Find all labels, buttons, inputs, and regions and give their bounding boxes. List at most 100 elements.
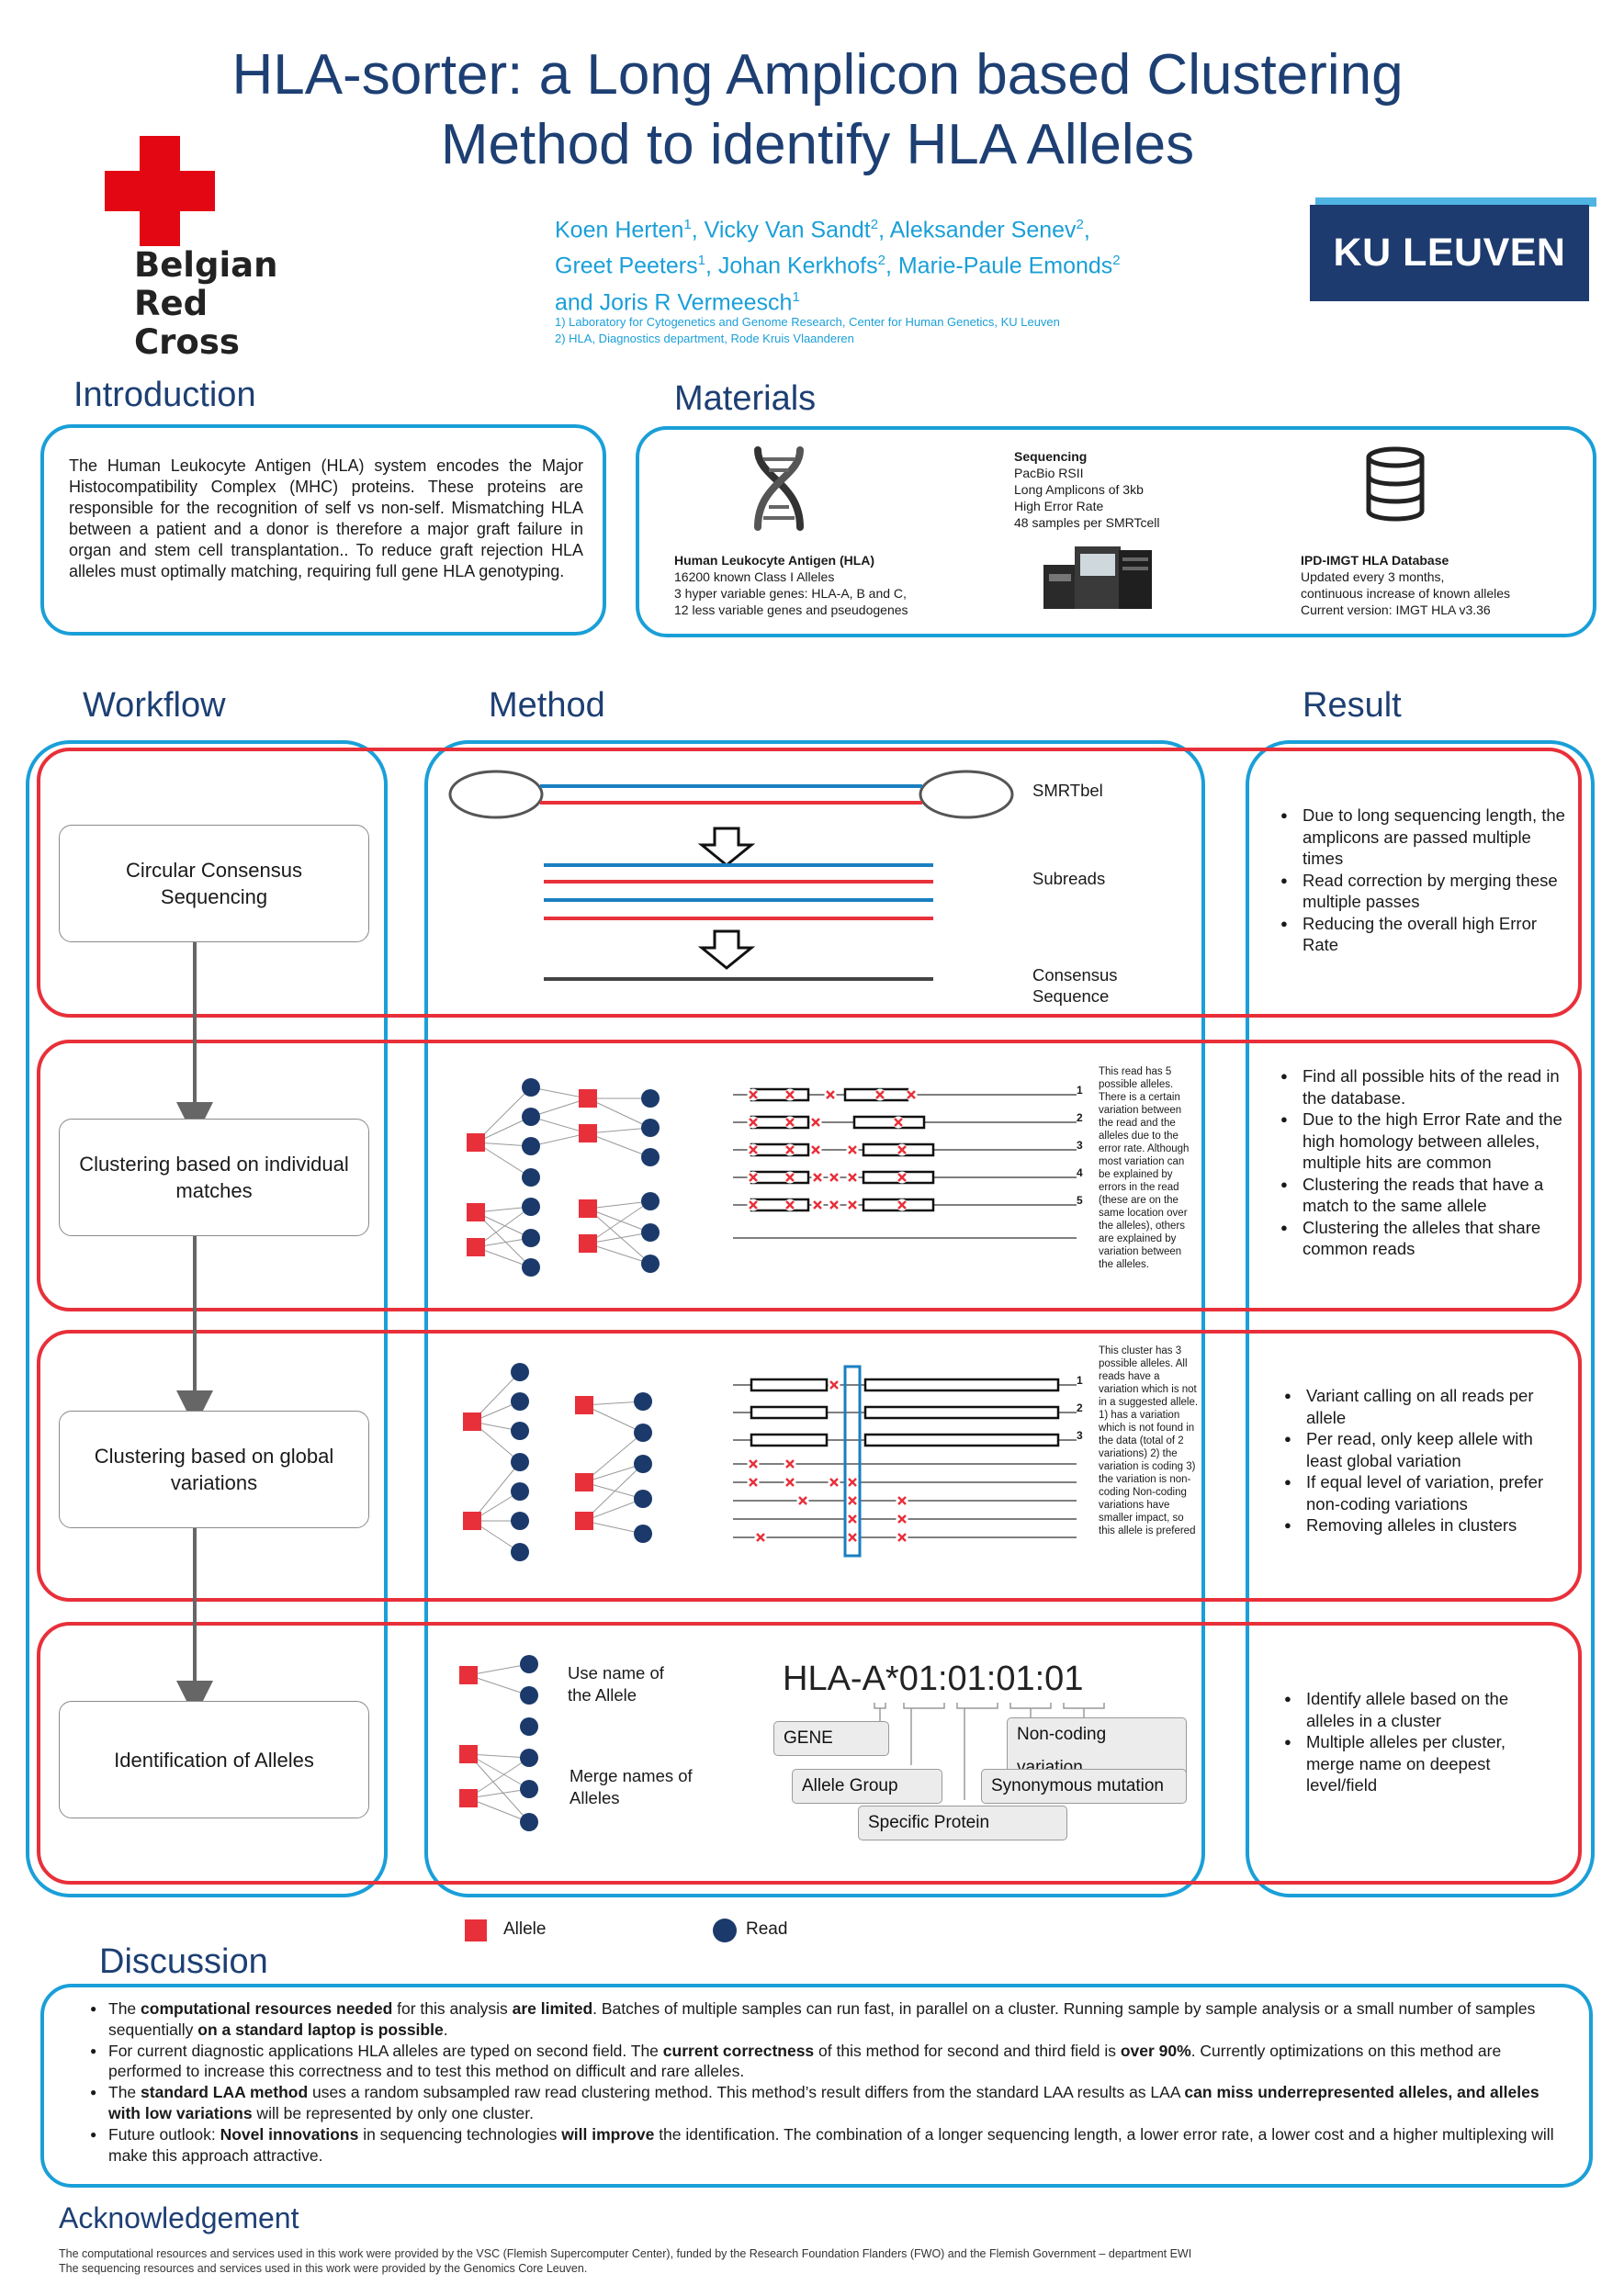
allele-node — [575, 1512, 593, 1530]
author-affiliation-mark: 2 — [877, 253, 885, 269]
discussion-item: The standard LAA method uses a random su… — [88, 2082, 1558, 2124]
down-arrow-icon — [697, 929, 756, 970]
legend-read-label: Read — [746, 1919, 788, 1939]
read-node — [520, 1655, 538, 1673]
discussion-heading: Discussion — [99, 1942, 268, 1981]
part-allele-group: Allele Group — [792, 1769, 942, 1804]
result-identification: Identify allele based on the alleles in … — [1282, 1688, 1558, 1796]
mismatch-x-icon — [747, 1458, 760, 1470]
read-node — [522, 1229, 540, 1247]
read-node — [511, 1453, 529, 1471]
allele-node — [575, 1473, 593, 1491]
read-node — [641, 1119, 660, 1137]
mismatch-x-icon — [747, 1476, 760, 1489]
discussion-item: The computational resources needed for t… — [88, 1998, 1558, 2041]
legend-allele-label: Allele — [503, 1919, 547, 1939]
mismatch-x-icon — [784, 1088, 796, 1101]
allele-node — [463, 1412, 481, 1431]
materials-box: Human Leukocyte Antigen (HLA) 16200 know… — [636, 426, 1596, 637]
mismatch-x-icon — [846, 1513, 859, 1525]
row-identification — [37, 1622, 1582, 1885]
note-individual: This read has 5 possible alleles. There … — [1099, 1066, 1190, 1270]
workflow-arrows — [176, 940, 213, 1717]
author-name: Marie-Paule Emonds — [897, 253, 1113, 279]
author-name: Greet Peeters — [555, 253, 698, 279]
method-column — [424, 740, 1205, 1897]
read-node — [641, 1255, 660, 1273]
author-affiliation-mark: 2 — [870, 217, 879, 232]
mismatch-x-icon — [905, 1088, 918, 1101]
mismatch-x-icon — [896, 1531, 908, 1544]
poster-title: HLA-sorter: a Long Amplicon based Cluste… — [110, 40, 1525, 180]
materials-heading: Materials — [674, 379, 817, 418]
allele-node — [575, 1396, 593, 1414]
database-info: IPD-IMGT HLA Database Updated every 3 mo… — [1301, 553, 1511, 617]
mismatch-x-icon — [796, 1494, 809, 1507]
mismatch-x-icon — [874, 1088, 886, 1101]
allele-node — [459, 1789, 478, 1807]
result-item: Clustering the reads that have a match t… — [1279, 1174, 1573, 1217]
author-name: Johan Kerkhofs — [717, 253, 878, 279]
result-ccs: Due to long sequencing length, the ampli… — [1279, 805, 1573, 956]
author-affiliation-mark: 1 — [683, 217, 692, 232]
read-node — [520, 1686, 538, 1705]
allele-node — [467, 1238, 485, 1256]
mismatch-x-icon — [809, 1116, 822, 1129]
label-use-name: Use name of the Allele — [568, 1663, 664, 1705]
allele-node — [579, 1124, 597, 1142]
label-merge-names: Merge names of Alleles — [570, 1766, 693, 1807]
result-item: Removing alleles in clusters — [1282, 1514, 1573, 1536]
mismatch-x-icon — [896, 1171, 908, 1184]
mismatch-x-icon — [828, 1171, 840, 1184]
introduction-text: The Human Leukocyte Antigen (HLA) system… — [69, 456, 583, 580]
result-item: Clustering the alleles that share common… — [1279, 1217, 1573, 1260]
mismatch-x-icon — [846, 1494, 859, 1507]
mismatch-x-icon — [811, 1199, 824, 1211]
result-item: Reducing the overall high Error Rate — [1279, 913, 1573, 956]
author-name: Vicky Van Sandt — [704, 217, 871, 243]
title-line-2: Method to identify HLA Alleles — [440, 113, 1195, 176]
read-node — [511, 1543, 529, 1561]
title-line-1: HLA-sorter: a Long Amplicon based Cluste… — [231, 43, 1404, 107]
mismatch-x-icon — [747, 1116, 760, 1129]
read-node — [522, 1168, 540, 1187]
bipartite-graph-identification — [459, 1655, 538, 1831]
mismatch-x-icon — [846, 1531, 859, 1544]
belgian-red-cross-logo: Belgian Red Cross — [46, 129, 321, 362]
result-individual: Find all possible hits of the read in th… — [1279, 1065, 1573, 1260]
result-item: Multiple alleles per cluster, merge name… — [1282, 1731, 1558, 1796]
author-name: Koen Herten — [555, 217, 684, 243]
row-ccs — [37, 748, 1582, 1018]
read-node — [641, 1089, 660, 1108]
ccs-diagram — [448, 770, 1014, 981]
part-gene: GENE — [773, 1721, 889, 1756]
allele-node — [459, 1745, 478, 1763]
read-node — [522, 1078, 540, 1097]
author-name: Aleksander Senev — [889, 217, 1077, 243]
mismatch-x-icon — [846, 1476, 859, 1489]
dna-icon — [754, 446, 804, 531]
mismatch-x-icon — [747, 1199, 760, 1211]
label-subreads: Subreads — [1032, 869, 1106, 888]
mismatch-x-icon — [747, 1088, 760, 1101]
author-affiliation-mark: 1 — [792, 288, 800, 305]
workflow-column — [26, 740, 388, 1897]
author-list: Koen Herten1, Vicky Van Sandt2, Aleksand… — [555, 217, 1121, 315]
mismatch-x-icon — [896, 1199, 908, 1211]
mismatch-x-icon — [828, 1379, 840, 1391]
workflow-step-global: Clustering based on global variations — [59, 1411, 369, 1528]
read-node — [520, 1813, 538, 1831]
legend-allele-swatch — [465, 1919, 487, 1941]
workflow-step-individual: Clustering based on individual matches — [59, 1119, 369, 1236]
author-affiliation-mark: 2 — [1076, 217, 1084, 232]
down-arrow-icon — [697, 827, 756, 867]
read-node — [511, 1482, 529, 1501]
read-node — [511, 1422, 529, 1440]
discussion-list: The computational resources needed for t… — [88, 1998, 1558, 2166]
mismatch-x-icon — [846, 1199, 859, 1211]
read-node — [641, 1223, 660, 1242]
hla-info: Human Leukocyte Antigen (HLA) 16200 know… — [674, 553, 908, 617]
logo-text: Belgian Red Cross — [134, 245, 278, 362]
read-node — [511, 1392, 529, 1411]
read-node — [511, 1512, 529, 1530]
